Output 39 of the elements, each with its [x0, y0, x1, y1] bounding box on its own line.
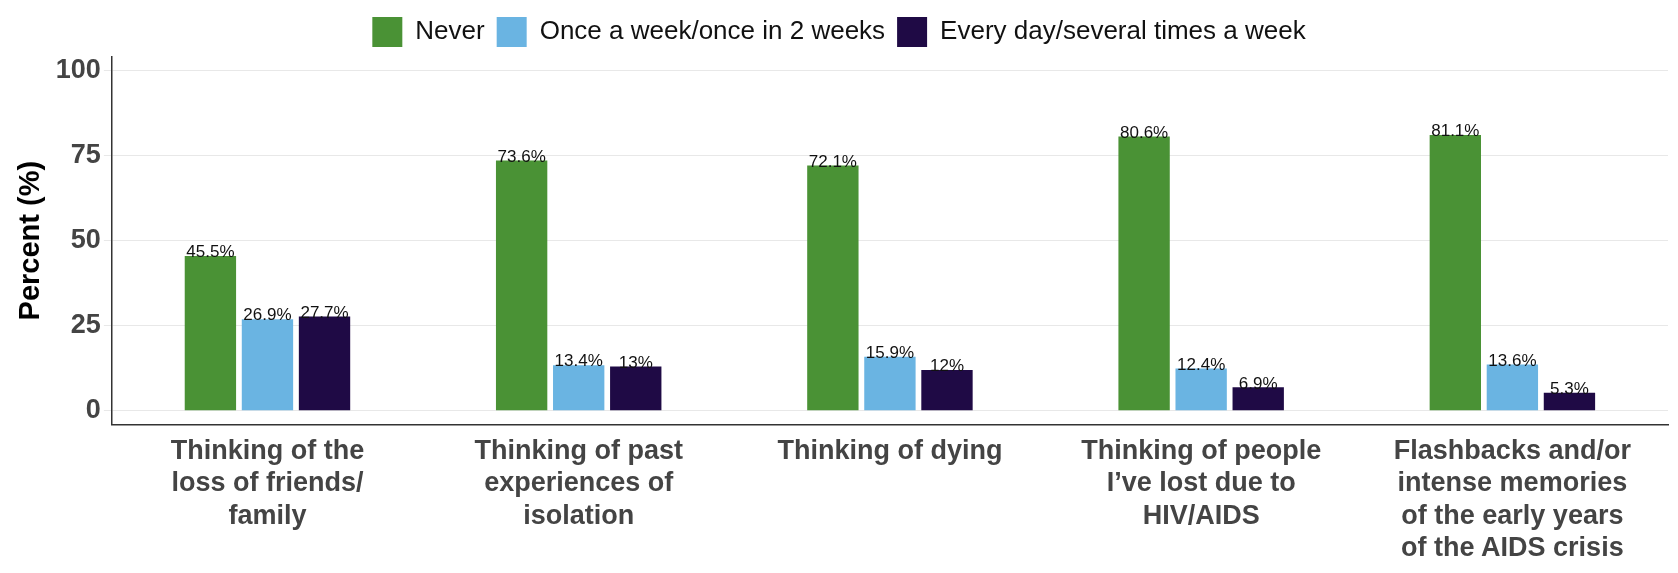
data-label: 15.9%: [865, 342, 915, 362]
bar: [921, 369, 973, 411]
data-label: 13.6%: [1488, 350, 1537, 370]
bar: [610, 366, 662, 411]
y-tick-label: 75: [70, 139, 101, 170]
legend-label: Every day/several times a week: [940, 15, 1307, 46]
y-axis-title: Percent (%): [13, 160, 46, 321]
x-tick-label: Flashbacks and/or intense memories of the early years of the AIDS crisis: [1393, 435, 1632, 563]
bar: [1232, 387, 1284, 411]
bar: [298, 316, 351, 411]
data-label: 13%: [618, 352, 653, 372]
bar: [553, 365, 605, 411]
data-label: 80.6%: [1119, 122, 1169, 142]
bar: [807, 165, 859, 411]
data-label: 73.6%: [497, 146, 546, 166]
x-tick-label: Thinking of the loss of friends/ family: [170, 435, 365, 530]
legend-label: Once a week/once in 2 weeks: [539, 15, 886, 46]
data-label: 72.1%: [808, 151, 857, 171]
bar: [241, 319, 294, 411]
bar: [1543, 392, 1596, 411]
bar: [184, 256, 237, 411]
bar: [1486, 364, 1539, 411]
bar: [495, 160, 548, 411]
bar: [864, 356, 916, 411]
data-label: 26.9%: [243, 305, 292, 325]
y-tick-label: 0: [85, 394, 101, 425]
legend-label: Never: [415, 15, 486, 46]
bar: [1429, 134, 1481, 411]
y-tick-label: 50: [70, 224, 101, 255]
bar: [1175, 368, 1227, 411]
x-tick-label: Thinking of dying: [777, 435, 1003, 466]
data-label: 12.4%: [1177, 354, 1226, 374]
x-tick-label: Thinking of people I’ve lost due to HIV/AIDS: [1081, 435, 1322, 530]
x-tick-label: Thinking of past experiences of isolation: [474, 435, 683, 530]
data-label: 27.7%: [300, 302, 349, 322]
y-tick-label: 100: [55, 54, 101, 85]
data-label: 13.4%: [554, 351, 603, 371]
bar: [1118, 136, 1170, 411]
y-tick-label: 25: [70, 309, 101, 340]
